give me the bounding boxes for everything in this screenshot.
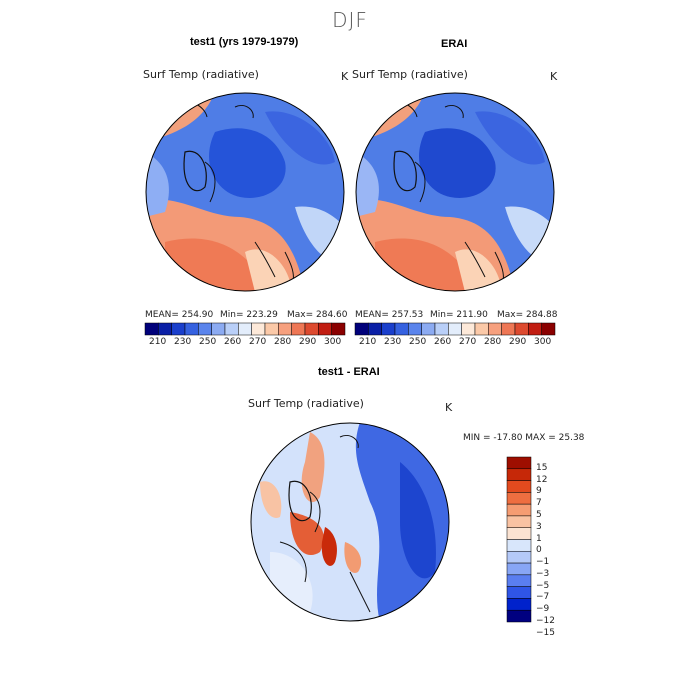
colorbar-swatch	[224, 322, 239, 336]
colorbar-swatch	[514, 322, 529, 336]
left-colorbar	[144, 322, 346, 336]
colorbar-swatch	[506, 468, 532, 481]
colorbar-swatch	[506, 480, 532, 493]
colorbar-tick-label: −5	[536, 580, 550, 591]
colorbar-swatch	[434, 322, 449, 336]
colorbar-tick-label: 15	[536, 462, 548, 473]
colorbar-swatch	[408, 322, 422, 336]
colorbar-swatch	[381, 322, 396, 336]
colorbar-swatch	[488, 322, 502, 336]
colorbar-swatch	[541, 322, 556, 336]
colorbar-swatch	[198, 322, 212, 336]
colorbar-swatch	[506, 456, 532, 470]
colorbar-tick-label: 210	[359, 337, 377, 347]
colorbar-swatch	[506, 492, 532, 505]
colorbar-swatch	[506, 539, 532, 552]
colorbar-tick-label: 250	[409, 337, 427, 347]
diff-panel-title: test1 - ERAI	[318, 366, 380, 378]
colorbar-swatch	[144, 322, 159, 336]
colorbar-tick-label: 0	[536, 545, 542, 556]
diff-units-label: K	[445, 401, 453, 414]
colorbar-tick-label: 230	[174, 337, 192, 347]
colorbar-swatch	[184, 322, 199, 336]
colorbar-tick-label: 5	[536, 509, 542, 520]
colorbar-tick-label: −12	[536, 616, 555, 626]
colorbar-swatch	[278, 322, 292, 336]
colorbar-tick-label: −15	[536, 627, 555, 638]
colorbar-swatch	[474, 322, 489, 336]
right-colorbar	[354, 322, 556, 336]
colorbar-tick-label: 12	[536, 474, 548, 485]
colorbar-swatch	[528, 322, 542, 336]
right-polar-map	[355, 92, 555, 292]
colorbar-swatch	[331, 322, 346, 336]
colorbar-tick-label: 260	[224, 337, 242, 347]
colorbar-swatch	[421, 322, 436, 336]
right-min-label: Min= 211.90	[430, 310, 488, 320]
colorbar-swatch	[354, 322, 369, 336]
colorbar-swatch	[506, 503, 532, 517]
colorbar-swatch	[291, 322, 306, 336]
colorbar-tick-label: 9	[536, 486, 542, 497]
colorbar-swatch	[501, 322, 516, 336]
colorbar-tick-label: 270	[249, 337, 267, 347]
left-max-label: Max= 284.60	[287, 310, 348, 320]
colorbar-swatch	[238, 322, 252, 336]
colorbar-swatch	[506, 609, 532, 623]
colorbar-tick-label: 7	[536, 498, 542, 509]
colorbar-tick-label: 290	[299, 337, 317, 347]
right-max-label: Max= 284.88	[497, 310, 558, 320]
left-polar-map	[145, 92, 345, 292]
figure-title: DJF	[332, 8, 368, 32]
colorbar-swatch	[211, 322, 226, 336]
left-min-label: Min= 223.29	[220, 310, 278, 320]
right-panel-title: ERAI	[441, 38, 468, 50]
right-variable-label: Surf Temp (radiative)	[352, 68, 468, 81]
diff-variable-label: Surf Temp (radiative)	[248, 397, 364, 410]
colorbar-swatch	[506, 527, 532, 540]
colorbar-swatch	[506, 598, 532, 611]
colorbar-swatch	[461, 322, 476, 336]
diff-minmax-label: MIN = -17.80 MAX = 25.38	[463, 433, 585, 443]
left-panel-title: test1 (yrs 1979-1979)	[190, 36, 299, 48]
colorbar-tick-label: −1	[536, 557, 550, 568]
colorbar-swatch	[506, 574, 532, 587]
colorbar-tick-label: −3	[536, 568, 550, 579]
diff-polar-map	[250, 422, 450, 622]
colorbar-swatch	[448, 322, 462, 336]
colorbar-swatch	[506, 551, 532, 564]
colorbar-tick-label: 3	[536, 521, 542, 532]
colorbar-tick-label: 260	[434, 337, 452, 347]
colorbar-swatch	[368, 322, 382, 336]
colorbar-swatch	[158, 322, 172, 336]
colorbar-swatch	[171, 322, 186, 336]
colorbar-swatch	[264, 322, 279, 336]
diff-colorbar	[506, 456, 532, 623]
colorbar-swatch	[506, 586, 532, 599]
colorbar-swatch	[394, 322, 409, 336]
right-mean-label: MEAN= 257.53	[355, 310, 424, 320]
left-mean-label: MEAN= 254.90	[145, 310, 214, 320]
colorbar-tick-label: 230	[384, 337, 402, 347]
colorbar-swatch	[506, 515, 532, 528]
colorbar-tick-label: 250	[199, 337, 217, 347]
colorbar-tick-label: 210	[149, 337, 167, 347]
colorbar-tick-label: 280	[484, 337, 502, 347]
colorbar-tick-label: 1	[536, 533, 542, 544]
left-units-label: K	[341, 70, 349, 83]
colorbar-tick-label: 280	[274, 337, 292, 347]
right-units-label: K	[550, 70, 558, 83]
colorbar-tick-label: 300	[324, 337, 342, 347]
colorbar-tick-label: 270	[459, 337, 477, 347]
colorbar-tick-label: 300	[534, 337, 552, 347]
colorbar-swatch	[506, 562, 532, 576]
colorbar-swatch	[251, 322, 266, 336]
colorbar-tick-label: −9	[536, 604, 550, 615]
colorbar-tick-label: 290	[509, 337, 527, 347]
colorbar-tick-label: −7	[536, 592, 550, 603]
left-variable-label: Surf Temp (radiative)	[143, 68, 259, 81]
colorbar-swatch	[318, 322, 332, 336]
colorbar-swatch	[304, 322, 319, 336]
